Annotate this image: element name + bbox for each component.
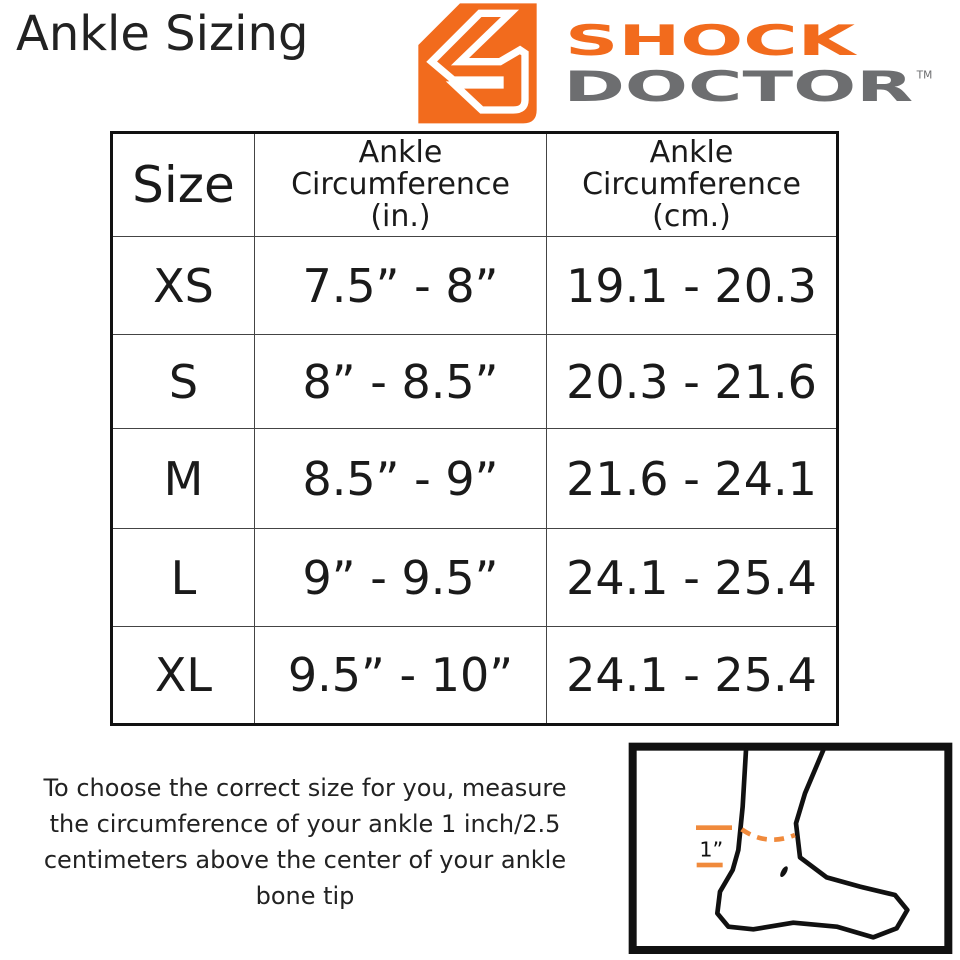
cm-cell: 24.1 - 25.4 [546, 528, 838, 627]
cm-cell: 21.6 - 24.1 [546, 428, 838, 529]
header-line: (in.) [370, 199, 431, 234]
table-header-row: Size Ankle Circumference (in.) Ankle Circum… [111, 132, 838, 237]
measure-tick-top [696, 825, 732, 830]
shock-doctor-logo: SHOCK DOCTOR TM [418, 3, 933, 124]
size-cell: M [111, 428, 255, 529]
header-line: Ankle [649, 135, 734, 170]
table-row: XL 9.5” - 10” 24.1 - 25.4 [111, 626, 838, 725]
inches-cell: 8.5” - 9” [254, 428, 547, 529]
size-cell: XS [111, 236, 255, 335]
logo-shock: SHOCK [565, 16, 858, 65]
measure-tick-bottom [696, 862, 723, 868]
table-row: S 8” - 8.5” 20.3 - 21.6 [111, 334, 838, 429]
size-cell: L [111, 528, 255, 627]
measure-label: 1” [699, 838, 723, 862]
table-row: L 9” - 9.5” 24.1 - 25.4 [111, 528, 838, 627]
header-line: Circumference [582, 167, 801, 202]
table-row: XS 7.5” - 8” 19.1 - 20.3 [111, 236, 838, 335]
header-line: Circumference [291, 167, 510, 202]
page-title: Ankle Sizing [16, 6, 309, 62]
ankle-bone-mark [780, 866, 788, 878]
header-cm: Ankle Circumference (cm.) [546, 132, 838, 237]
inches-cell: 9.5” - 10” [254, 626, 547, 725]
header-size: Size [111, 132, 255, 237]
inches-cell: 7.5” - 8” [254, 236, 547, 335]
logo-trademark: TM [916, 68, 933, 81]
inches-cell: 9” - 9.5” [254, 528, 547, 627]
logo-emblem-s [426, 9, 529, 114]
cm-cell: 20.3 - 21.6 [546, 334, 838, 429]
ankle-measurement-diagram: 1” [628, 742, 953, 954]
header-inches: Ankle Circumference (in.) [254, 132, 547, 237]
size-cell: S [111, 334, 255, 429]
cm-cell: 19.1 - 20.3 [546, 236, 838, 335]
diagram-frame [628, 742, 953, 954]
header-line: (cm.) [652, 199, 731, 234]
measuring-instructions: To choose the correct size for you, meas… [43, 774, 567, 910]
table-row: M 8.5” - 9” 21.6 - 24.1 [111, 428, 838, 529]
header-line: Ankle [358, 135, 443, 170]
logo-doctor: DOCTOR [563, 62, 913, 111]
foot-outline-icon [715, 747, 910, 940]
size-table: Size Ankle Circumference (in.) Ankle Circum… [110, 131, 839, 726]
size-cell: XL [111, 626, 255, 725]
inches-cell: 8” - 8.5” [254, 334, 547, 429]
cm-cell: 24.1 - 25.4 [546, 626, 838, 725]
measurement-line [740, 827, 796, 843]
